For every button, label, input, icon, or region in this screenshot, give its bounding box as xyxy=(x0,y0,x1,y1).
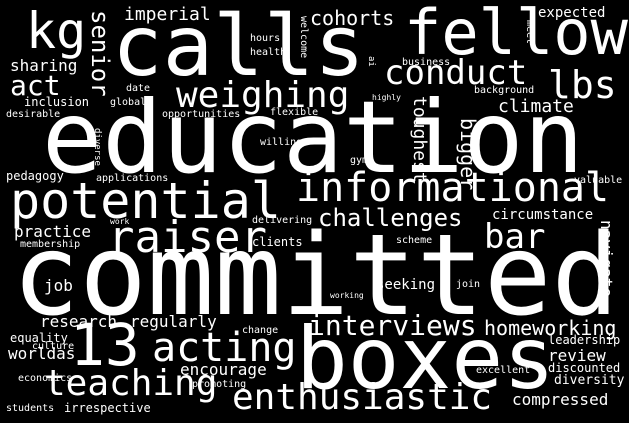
word-climate: climate xyxy=(498,96,574,117)
word-expected: expected xyxy=(538,5,606,21)
word-gym: gym xyxy=(350,155,369,166)
word-working: working xyxy=(330,291,364,300)
word-discounted: discounted xyxy=(548,361,621,375)
word-meet: meet xyxy=(524,20,535,45)
word-promoting: promoting xyxy=(192,379,247,390)
word-job: job xyxy=(44,276,73,295)
word-culture: culture xyxy=(32,341,75,352)
word-challenges: challenges xyxy=(318,204,463,232)
word-pedagogy: pedagogy xyxy=(6,169,64,183)
word-enthusiastic: enthusiastic xyxy=(232,377,493,418)
word-join: join xyxy=(456,279,481,290)
word-delivering: delivering xyxy=(252,215,313,226)
word-clients: clients xyxy=(252,235,303,249)
word-circumstance: circumstance xyxy=(492,207,594,223)
word-valuable: valuable xyxy=(574,175,623,186)
word-health: health xyxy=(250,47,287,58)
word-acting: acting xyxy=(152,325,297,371)
word-compressed: compressed xyxy=(512,390,609,409)
word-bar: bar xyxy=(484,217,546,257)
word-diversity: diversity xyxy=(554,373,625,388)
word-work: work xyxy=(110,217,130,226)
word-toughest: toughest xyxy=(409,96,430,183)
word-membership: membership xyxy=(20,239,81,250)
word-homeworking: homeworking xyxy=(484,316,617,340)
word-kg: kg xyxy=(26,2,87,60)
word-background: background xyxy=(474,85,535,96)
word-committed: committed xyxy=(12,211,619,341)
word-review: review xyxy=(548,346,606,365)
word-education: education xyxy=(42,79,584,196)
word-ai: ai xyxy=(366,56,376,67)
word-potential: potential xyxy=(10,172,281,230)
word-13: 13 xyxy=(70,311,140,379)
word-navigate: navigate xyxy=(597,220,616,298)
word-equality: equality xyxy=(10,331,68,345)
word-highly: highly xyxy=(372,93,401,102)
word-excellent: excellent xyxy=(476,365,531,376)
word-practice: practice xyxy=(14,222,92,241)
word-regularly: regularly xyxy=(130,312,217,331)
word-diverse: diverse xyxy=(92,128,102,166)
word-willing: willing xyxy=(260,137,303,148)
word-encourage: encourage xyxy=(180,360,267,379)
word-welcome: welcome xyxy=(298,16,309,59)
word-date: date xyxy=(126,83,151,94)
word-weighing: weighing xyxy=(176,75,350,116)
word-worldas: worldas xyxy=(8,344,76,363)
word-research: research xyxy=(40,312,118,331)
word-bigger: bigger xyxy=(456,118,480,191)
word-desirable: desirable xyxy=(6,109,61,120)
word-opportunities: opportunities xyxy=(162,109,241,120)
word-sharing: sharing xyxy=(10,56,78,75)
word-flexible: flexible xyxy=(270,107,319,118)
word-inclusion: inclusion xyxy=(24,95,90,109)
word-conduct: conduct xyxy=(384,53,528,93)
word-act: act xyxy=(10,69,61,102)
word-boxes: boxes xyxy=(296,309,555,409)
word-leadership: leadership xyxy=(548,333,621,347)
word-senior: senior xyxy=(86,10,114,97)
word-interviews: interviews xyxy=(308,309,477,342)
word-hours: hours xyxy=(250,33,281,44)
word-irrespective: irrespective xyxy=(64,401,151,415)
word-global: global xyxy=(110,97,147,108)
word-applications: applications xyxy=(96,173,169,184)
word-scheme: scheme xyxy=(396,235,433,246)
word-fellow: fellow xyxy=(404,0,628,69)
word-business: business xyxy=(402,57,451,68)
word-informational: informational xyxy=(296,165,610,211)
word-change: change xyxy=(242,325,279,336)
word-calls: calls xyxy=(112,0,365,95)
word-cohorts: cohorts xyxy=(310,6,395,30)
word-imperial: imperial xyxy=(124,4,211,25)
word-lbs: lbs xyxy=(548,63,617,107)
word-teaching: teaching xyxy=(44,363,218,404)
word-students: students xyxy=(6,403,55,414)
word-raiser: raiser xyxy=(108,212,267,263)
word-seeking: seeking xyxy=(376,277,436,293)
word-economics: economics xyxy=(18,373,73,384)
